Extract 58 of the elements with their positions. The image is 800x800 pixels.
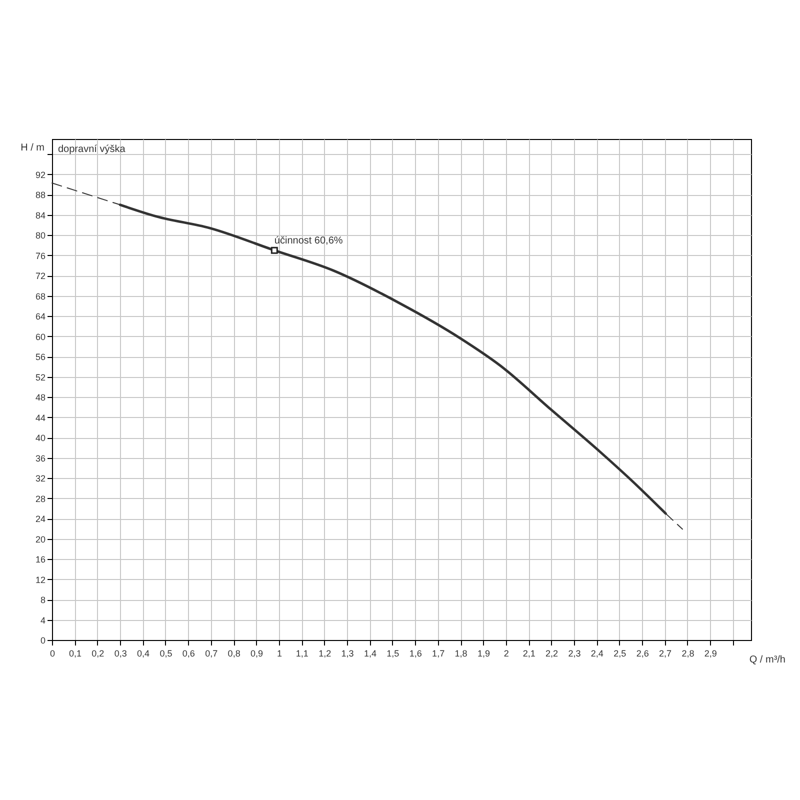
annotation: účinnost 60,6% <box>274 235 343 246</box>
x-tick-label: 1,6 <box>409 648 422 658</box>
x-tick-label: 2,3 <box>568 648 581 658</box>
y-tick-label: 28 <box>35 494 46 504</box>
y-tick-label: 80 <box>35 230 46 241</box>
x-tick-label: 1,9 <box>477 648 490 658</box>
x-tick-label: 2,4 <box>590 648 604 658</box>
y-tick-label: 76 <box>35 250 46 261</box>
x-tick-label: 2,6 <box>636 648 649 658</box>
annotation: dopravní výška <box>58 144 126 155</box>
x-tick-label: 0,1 <box>68 648 82 658</box>
x-tick-label: 2,5 <box>614 648 626 658</box>
x-tick-label: 1,1 <box>296 648 308 658</box>
y-tick-label: 32 <box>35 474 46 484</box>
x-tick-label: 0,9 <box>250 648 264 658</box>
x-tick-label: 0,4 <box>137 648 150 658</box>
y-tick-label: 0 <box>40 636 46 646</box>
x-tick-label: 1,8 <box>454 648 468 658</box>
x-tick-label: 0,2 <box>92 648 104 658</box>
y-tick-label: 56 <box>35 352 46 362</box>
y-tick-label: 8 <box>40 595 46 606</box>
y-tick-label: 12 <box>35 574 46 585</box>
y-tick-label: 36 <box>35 453 46 464</box>
y-tick-label: 4 <box>40 615 46 626</box>
x-axis-title: Q / m³/h <box>749 654 786 666</box>
y-tick-label: 44 <box>35 412 46 423</box>
y-tick-label: 84 <box>35 210 46 220</box>
x-tick-label: 1 <box>276 648 282 658</box>
x-tick-label: 1,3 <box>341 648 354 658</box>
y-tick-label: 88 <box>35 190 46 200</box>
x-tick-label: 0 <box>50 648 56 658</box>
y-tick-label: 20 <box>35 534 46 544</box>
y-tick-label: 48 <box>35 392 46 403</box>
x-tick-label: 2,8 <box>682 648 694 658</box>
y-tick-label: 16 <box>35 554 46 565</box>
y-tick-label: 64 <box>35 312 46 322</box>
x-tick-label: 1,5 <box>386 648 400 658</box>
x-tick-label: 2,2 <box>546 648 558 658</box>
x-tick-label: 0,3 <box>114 648 127 658</box>
x-tick-label: 1,2 <box>318 648 332 658</box>
x-tick-label: 0,8 <box>228 648 240 658</box>
x-tick-label: 2,7 <box>659 648 672 658</box>
y-tick-label: 40 <box>35 433 46 444</box>
x-tick-label: 0,7 <box>205 648 218 658</box>
y-tick-label: 24 <box>35 514 46 524</box>
x-tick-label: 2,9 <box>704 648 717 658</box>
y-tick-label: 92 <box>35 170 46 180</box>
y-tick-label: 52 <box>35 372 46 382</box>
x-tick-label: 1,7 <box>432 648 445 658</box>
y-axis-title: H / m <box>20 142 44 154</box>
x-tick-label: 1,4 <box>364 648 376 658</box>
y-tick-label: 68 <box>35 291 46 302</box>
y-tick-label: 72 <box>35 271 46 282</box>
y-tick-label: 60 <box>35 332 46 342</box>
x-tick-label: 0,5 <box>160 648 172 658</box>
x-tick-label: 0,6 <box>182 648 195 658</box>
x-tick-label: 2 <box>504 648 509 658</box>
x-tick-label: 2,1 <box>522 648 536 658</box>
